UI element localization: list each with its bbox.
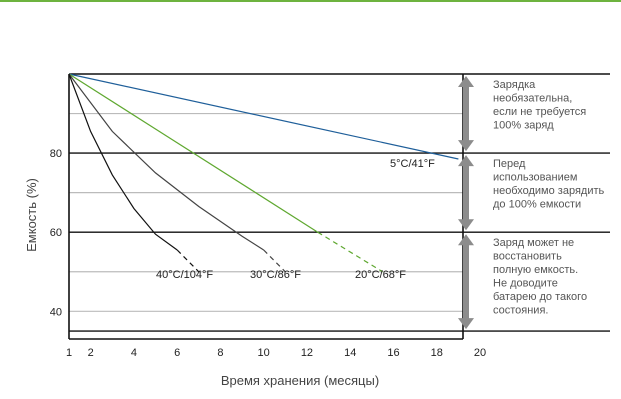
- series-label-30c: 30°C/86°F: [250, 269, 301, 281]
- series-line-1: [68, 73, 319, 233]
- x-tick-label: 18: [431, 347, 443, 359]
- zone-note-line: если не требуется: [493, 106, 586, 118]
- series-lines: [68, 73, 459, 273]
- x-tick-label: 20: [474, 347, 486, 359]
- top-accent-line: [0, 0, 621, 2]
- series-line-3: [68, 73, 178, 251]
- series-label-20c: 20°C/68°F: [355, 269, 406, 281]
- y-tick-label: 80: [50, 148, 62, 160]
- x-tick-label: 6: [174, 347, 180, 359]
- series-line-0: [68, 73, 459, 160]
- x-axis-title: Время хранения (месяцы): [221, 373, 379, 388]
- y-tick-label: 40: [50, 306, 62, 318]
- grid-lines: [69, 73, 610, 332]
- series-line-2: [68, 73, 265, 251]
- x-tick-label: 4: [131, 347, 137, 359]
- x-tick-label: 14: [344, 347, 356, 359]
- zone-note-line: 100% заряд: [493, 120, 554, 132]
- zone-arrow-0: [458, 76, 474, 152]
- zone-arrow-2: [458, 234, 474, 330]
- zone-note-line: Заряд может не: [493, 237, 574, 249]
- y-tick-label: 60: [50, 227, 62, 239]
- zone-note-line: состояния.: [493, 305, 548, 317]
- y-axis-title: Емкость (%): [24, 178, 39, 252]
- x-tick-label: 12: [301, 347, 313, 359]
- zone-note-line: Зарядка: [493, 79, 536, 91]
- zone-note-line: необходимо зарядить: [493, 185, 605, 197]
- x-tick-label: 8: [217, 347, 223, 359]
- zone-note-line: полную емкость.: [493, 264, 578, 276]
- series-label-5c: 5°C/41°F: [390, 158, 435, 170]
- x-tick-label: 16: [387, 347, 399, 359]
- zone-note-line: до 100% емкости: [493, 199, 581, 211]
- zone-note-line: восстановить: [493, 251, 562, 263]
- zone-note-line: Перед: [493, 158, 526, 170]
- zone-annotations: Зарядка необязательна,если не требуется 10…: [458, 76, 605, 330]
- series-label-40c: 40°C/104°F: [156, 269, 213, 281]
- zone-note-line: использованием: [493, 172, 577, 184]
- zone-note-line: необязательна,: [493, 93, 572, 105]
- x-tick-label: 2: [88, 347, 94, 359]
- zone-note-line: Не доводите: [493, 278, 558, 290]
- zone-arrow-1: [458, 155, 474, 231]
- x-tick-label: 1: [66, 347, 72, 359]
- x-tick-label: 10: [258, 347, 270, 359]
- zone-note-line: батарею до такого: [493, 291, 587, 303]
- series-line-dashed-1: [317, 231, 384, 273]
